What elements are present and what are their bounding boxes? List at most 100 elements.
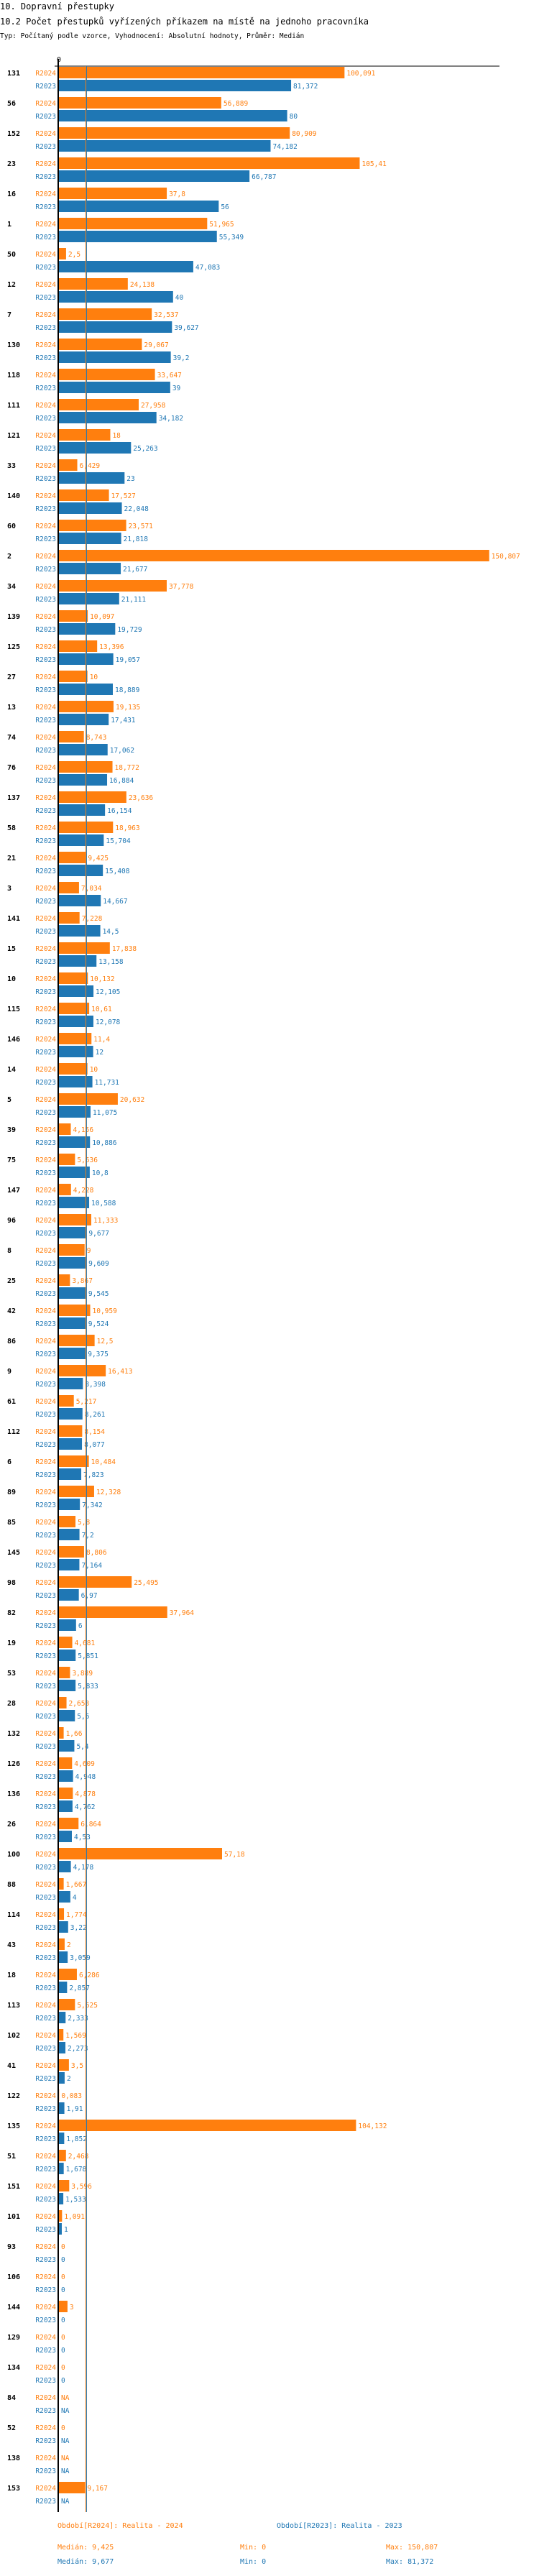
bar-r2024 [59, 731, 84, 742]
bar-r2024 [59, 1908, 65, 1920]
bar-r2024 [59, 127, 290, 139]
value-label: 2,5 [68, 251, 80, 259]
series-label: R2023 [35, 1683, 56, 1690]
series-label: R2024 [35, 70, 56, 78]
value-label: 0 [61, 2347, 65, 2355]
bar-r2024 [59, 1576, 132, 1588]
category-label: 125 [7, 643, 20, 651]
series-label: R2024 [35, 1972, 56, 1979]
series-label: R2023 [35, 1471, 56, 1479]
value-label: 16,884 [109, 777, 134, 785]
series-label: R2024 [35, 2153, 56, 2161]
series-label: R2024 [35, 2273, 56, 2281]
series-label: R2024 [35, 2394, 56, 2402]
bar-r2023 [59, 1136, 91, 1148]
value-label: 39 [172, 385, 181, 392]
category-label: 121 [7, 432, 20, 440]
bar-r2024 [59, 218, 208, 229]
series-label: R2023 [35, 747, 56, 755]
bar-r2023 [59, 1046, 93, 1057]
series-label: R2023 [35, 445, 56, 453]
series-label: R2024 [35, 190, 56, 198]
value-label: 12,078 [96, 1018, 121, 1026]
value-label: 0 [61, 2256, 65, 2264]
series-label: R2023 [35, 958, 56, 966]
series-label: R2024 [35, 1036, 56, 1044]
series-label: R2023 [35, 1803, 56, 1811]
value-label: 3,5 [71, 2062, 83, 2070]
series-label: R2024 [35, 975, 56, 983]
bar-r2023 [59, 261, 193, 272]
category-label: 5 [7, 1096, 11, 1104]
value-label: 0 [61, 2286, 65, 2294]
r2024-median: Medián: 9,425 [57, 2544, 114, 2552]
value-label: 39,2 [173, 354, 190, 362]
value-label: 18,963 [115, 824, 139, 832]
bar-r2023 [59, 291, 173, 303]
bar-r2023 [59, 1770, 73, 1782]
value-label: 5,6 [77, 1713, 89, 1721]
bar-r2023 [59, 201, 219, 212]
category-label: 147 [7, 1187, 20, 1195]
bar-r2024 [59, 2180, 70, 2191]
series-label: R2024 [35, 1519, 56, 1527]
series-label: R2024 [35, 1941, 56, 1949]
bar-r2024 [59, 1727, 64, 1739]
bar-r2023 [59, 1800, 73, 1812]
category-label: 145 [7, 1549, 20, 1557]
value-label: 25,263 [133, 445, 157, 453]
category-label: 113 [7, 2002, 20, 2010]
series-label: R2024 [35, 673, 56, 681]
series-label: R2024 [35, 1428, 56, 1436]
series-label: R2023 [35, 2075, 56, 2083]
value-label: 8,806 [86, 1549, 107, 1557]
bar-r2024 [59, 610, 88, 622]
bar-r2024 [59, 2150, 66, 2161]
category-label: 93 [7, 2243, 16, 2251]
value-label: NA [61, 2407, 70, 2415]
series-label: R2024 [35, 1821, 56, 1828]
value-label: 4,156 [73, 1126, 93, 1134]
value-label: 8,398 [85, 1381, 106, 1389]
bar-r2024 [59, 1516, 76, 1527]
bar-r2023 [59, 110, 287, 121]
series-label: R2024 [35, 130, 56, 138]
series-label: R2023 [35, 505, 56, 513]
series-label: R2024 [35, 553, 56, 561]
value-label: 21,111 [121, 596, 147, 604]
category-label: 27 [7, 673, 16, 681]
series-label: R2023 [35, 837, 56, 845]
category-label: 100 [7, 1851, 20, 1859]
value-label: 81,372 [293, 83, 318, 91]
value-label: 7,164 [81, 1562, 102, 1570]
series-label: R2023 [35, 2317, 56, 2324]
bar-r2024 [59, 1123, 71, 1135]
series-label: R2023 [35, 1773, 56, 1781]
bar-r2023 [59, 1167, 90, 1178]
value-label: 1,774 [66, 1911, 87, 1919]
series-label: R2023 [35, 928, 56, 936]
series-label: R2024 [35, 1277, 56, 1285]
category-label: 8 [7, 1247, 11, 1255]
bar-r2023 [59, 804, 106, 816]
bar-r2023 [59, 140, 271, 152]
series-label: R2023 [35, 1834, 56, 1841]
bar-r2023 [59, 1650, 76, 1661]
value-label: 1,533 [65, 2196, 86, 2204]
value-label: 6,97 [81, 1592, 98, 1600]
value-label: 0 [61, 2317, 65, 2324]
bar-r2023 [59, 2163, 64, 2174]
value-label: 8,743 [86, 734, 107, 742]
value-label: 7,228 [82, 915, 103, 923]
value-label: 2 [67, 2075, 71, 2083]
bar-r2023 [59, 1619, 76, 1631]
series-label: R2023 [35, 1411, 56, 1419]
series-label: R2024 [35, 2183, 56, 2191]
value-label: 7,034 [81, 885, 102, 893]
bar-r2023 [59, 2102, 65, 2114]
category-label: 23 [7, 160, 16, 168]
series-label: R2024 [35, 1760, 56, 1768]
value-label: 5,636 [77, 1156, 98, 1164]
bar-r2024 [59, 882, 79, 893]
value-label: 23,636 [129, 794, 154, 802]
